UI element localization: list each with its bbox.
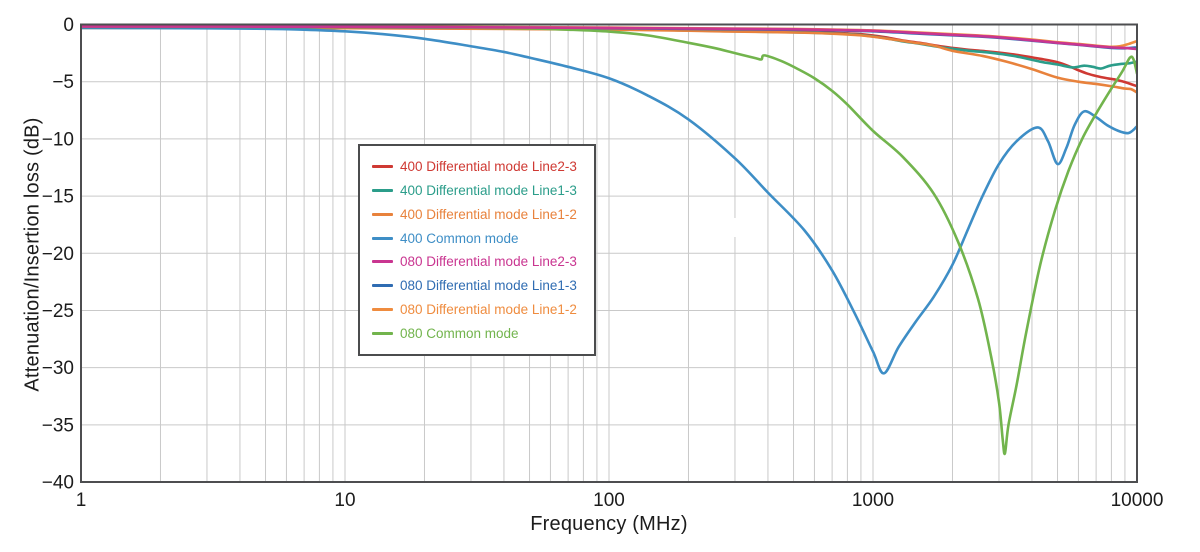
y-tick-label: −5 — [52, 72, 74, 93]
legend-item-7: 080 Differential mode Line1-2 — [372, 298, 594, 322]
plot-border — [80, 23, 1138, 483]
legend-swatch-icon — [372, 260, 393, 264]
y-tick-label: −15 — [42, 187, 74, 208]
gridlines — [81, 24, 1137, 482]
x-tick-label: 1 — [76, 490, 87, 511]
y-tick-label: −10 — [42, 129, 74, 150]
legend-swatch-icon — [372, 307, 393, 311]
legend-label: 400 Common mode — [400, 230, 519, 246]
tick-labels: 0 −5 −10 −15 −20 −25 −30 −35 −401 10 100 1000 10000 — [42, 15, 1164, 511]
legend-item-8: 080 Common mode — [372, 321, 594, 345]
legend-item-1: 400 Differential mode Line2-3 — [372, 155, 594, 179]
legend-swatch-icon — [372, 165, 393, 169]
legend-label: 080 Common mode — [400, 325, 519, 341]
legend-swatch-icon — [372, 212, 393, 216]
x-tick-label: 10000 — [1111, 490, 1164, 511]
series-line-080-common-mode — [81, 25, 1137, 456]
watermark-patch — [696, 218, 763, 237]
y-tick-label: −30 — [42, 358, 74, 379]
x-axis-label: Frequency (MHz) — [530, 513, 688, 535]
legend-item-4: 400 Common mode — [372, 226, 594, 250]
legend-item-5: 080 Differential mode Line2-3 — [372, 250, 594, 274]
y-tick-label: −40 — [42, 473, 74, 494]
y-tick-label: −35 — [42, 415, 74, 436]
series-curves — [81, 24, 1137, 456]
legend-label: 080 Differential mode Line2-3 — [400, 254, 577, 270]
series-line-400-common-mode — [81, 26, 1137, 375]
legend-swatch-icon — [372, 284, 393, 288]
series-line-400-differential-mode-line1-2 — [81, 26, 1137, 94]
legend-label: 080 Differential mode Line1-2 — [400, 301, 577, 317]
series-line-080-differential-mode-line2-3 — [81, 25, 1137, 51]
legend-item-2: 400 Differential mode Line1-3 — [372, 179, 594, 203]
legend-label: 400 Differential mode Line1-3 — [400, 183, 577, 198]
legend-swatch-icon — [372, 189, 393, 192]
legend-item-3: 400 Differential mode Line1-2 — [372, 202, 594, 226]
y-tick-label: 0 — [63, 15, 74, 36]
x-tick-label: 1000 — [852, 490, 894, 511]
legend-label: 400 Differential mode Line1-2 — [400, 206, 577, 222]
legend-item-6: 080 Differential mode Line1-3 — [372, 274, 594, 298]
y-axis-label: Attenuation/Insertion loss (dB) — [21, 117, 44, 392]
x-tick-label: 10 — [334, 490, 355, 511]
y-tick-label: −20 — [42, 244, 74, 265]
y-tick-label: −25 — [42, 301, 74, 322]
legend-swatch-icon — [372, 331, 393, 335]
legend-label: 080 Differential mode Line1-3 — [400, 278, 577, 294]
legend-label: 400 Differential mode Line2-3 — [400, 159, 577, 175]
x-tick-label: 100 — [593, 490, 625, 511]
legend-swatch-icon — [372, 236, 393, 240]
legend-box: 400 Differential mode Line2-3 400 Differe… — [358, 144, 596, 356]
